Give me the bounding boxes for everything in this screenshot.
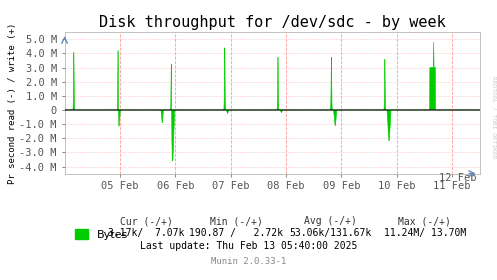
Y-axis label: Pr second read (-) / write (+): Pr second read (-) / write (+) xyxy=(7,22,17,183)
Text: Min (-/+): Min (-/+) xyxy=(210,216,262,226)
Text: Max (-/+): Max (-/+) xyxy=(399,216,451,226)
Text: Avg (-/+): Avg (-/+) xyxy=(304,216,357,226)
Text: 12 Feb: 12 Feb xyxy=(439,173,477,183)
Text: 190.87 /   2.72k: 190.87 / 2.72k xyxy=(189,228,283,238)
Title: Disk throughput for /dev/sdc - by week: Disk throughput for /dev/sdc - by week xyxy=(99,15,445,30)
Text: Last update: Thu Feb 13 05:40:00 2025: Last update: Thu Feb 13 05:40:00 2025 xyxy=(140,241,357,251)
Text: Cur (-/+): Cur (-/+) xyxy=(120,216,173,226)
Text: RRDTOOL / TOBI OETIKER: RRDTOOL / TOBI OETIKER xyxy=(491,76,496,159)
Text: 3.17k/  7.07k: 3.17k/ 7.07k xyxy=(108,228,185,238)
Text: Munin 2.0.33-1: Munin 2.0.33-1 xyxy=(211,257,286,266)
Legend: Bytes: Bytes xyxy=(70,225,133,244)
Text: 53.06k/131.67k: 53.06k/131.67k xyxy=(289,228,372,238)
Text: 11.24M/ 13.70M: 11.24M/ 13.70M xyxy=(384,228,466,238)
